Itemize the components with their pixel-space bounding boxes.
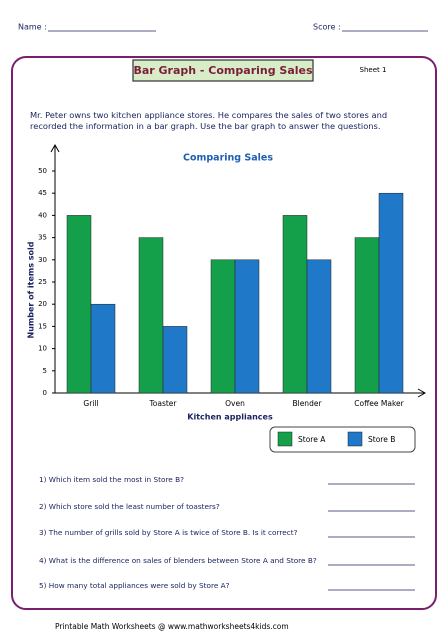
x-tick-label: Coffee Maker xyxy=(354,399,404,408)
bar xyxy=(378,192,404,394)
score-label: Score : xyxy=(313,23,341,32)
title-box xyxy=(132,59,314,82)
question: 4) What is the difference on sales of bl… xyxy=(39,556,317,565)
y-tick-label: 20 xyxy=(38,300,47,308)
title: Bar Graph - Comparing Sales xyxy=(133,64,313,77)
legend-swatch xyxy=(347,431,363,447)
y-tick-label: 0 xyxy=(43,389,47,397)
footer: Printable Math Worksheets @ www.mathwork… xyxy=(55,622,289,631)
bar xyxy=(66,215,92,394)
y-tick-label: 25 xyxy=(38,278,47,286)
bar xyxy=(306,259,332,394)
bar xyxy=(234,259,260,394)
x-axis-label: Kitchen appliances xyxy=(187,413,273,422)
y-tick-label: 40 xyxy=(38,211,47,219)
chart-title: Comparing Sales xyxy=(183,153,273,164)
y-tick-label: 30 xyxy=(38,256,47,264)
bar xyxy=(354,237,380,394)
y-tick-label: 45 xyxy=(38,189,47,197)
bar xyxy=(282,215,308,394)
y-tick-label: 50 xyxy=(38,167,47,175)
bar xyxy=(90,303,116,394)
name-label: Name : xyxy=(18,23,47,32)
y-tick-label: 35 xyxy=(38,234,47,242)
y-tick-label: 10 xyxy=(38,345,47,353)
bar xyxy=(162,326,188,394)
intro: Mr. Peter owns two kitchen appliance sto… xyxy=(30,110,388,131)
y-axis-label: Number of items sold xyxy=(27,241,36,338)
x-arrow xyxy=(417,388,427,398)
y-tick-label: 15 xyxy=(38,322,47,330)
x-tick-label: Blender xyxy=(292,399,322,408)
legend-box xyxy=(269,426,416,453)
legend-label: Store A xyxy=(298,435,326,444)
sheet-label: Sheet 1 xyxy=(360,66,387,74)
y-arrow xyxy=(50,143,60,153)
x-tick-label: Oven xyxy=(225,399,245,408)
legend-label: Store B xyxy=(368,435,395,444)
x-tick-label: Grill xyxy=(83,399,98,408)
question: 3) The number of grills sold by Store A … xyxy=(39,528,298,537)
bar xyxy=(210,259,236,394)
question: 1) Which item sold the most in Store B? xyxy=(39,475,184,484)
y-tick-label: 5 xyxy=(43,367,47,375)
sheet-border xyxy=(11,56,437,610)
x-tick-label: Toaster xyxy=(148,399,177,408)
legend-swatch xyxy=(277,431,293,447)
question: 2) Which store sold the least number of … xyxy=(39,502,220,511)
bar xyxy=(138,237,164,394)
question: 5) How many total appliances were sold b… xyxy=(39,581,230,590)
